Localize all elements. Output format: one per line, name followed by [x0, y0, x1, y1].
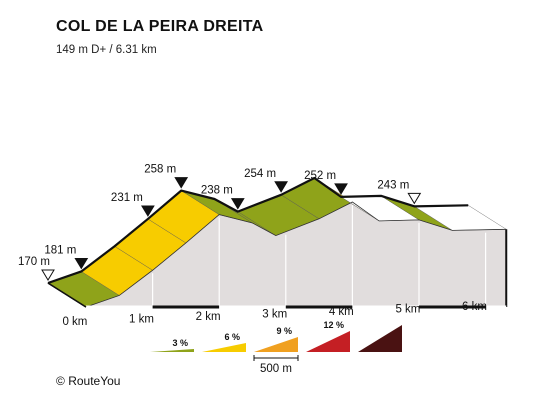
profile-side-face [86, 202, 507, 307]
elevation-marker-triangle [407, 192, 422, 205]
legend-label: 3 % [172, 338, 188, 348]
elevation-label: 170 m [18, 256, 50, 268]
x-tick-label: 1 km [129, 314, 154, 326]
elevation-label: 258 m [144, 164, 176, 176]
x-tick-label: 2 km [196, 311, 221, 323]
baseline-corner [47, 282, 87, 308]
legend-swatch [306, 331, 350, 352]
elevation-marker-triangle [230, 198, 245, 210]
elevation-marker-triangle [334, 183, 348, 195]
elevation-marker-triangle [174, 177, 189, 189]
legend-scale-label: 500 m [260, 363, 292, 375]
x-tick-label: 0 km [62, 316, 87, 328]
legend-label: 12 % [323, 320, 344, 330]
legend-swatch [150, 349, 194, 352]
elevation-marker-triangle [141, 205, 155, 217]
x-tick-label: 5 km [395, 304, 420, 316]
elevation-label: 254 m [244, 168, 276, 180]
profile-outline [47, 176, 507, 309]
x-axis-labels: 0 km 1 km 2 km 3 km 4 km 5 km 6 km [62, 301, 487, 328]
elevation-label: 181 m [44, 244, 76, 256]
legend-swatch [202, 343, 246, 352]
legend-label: 9 % [276, 326, 292, 336]
chart-subtitle: 149 m D+ / 6.31 km [56, 44, 157, 56]
elevation-label: 252 m [304, 170, 336, 182]
elevation-label: 231 m [111, 192, 143, 204]
legend-label: 6 % [224, 332, 240, 342]
legend-swatch [358, 325, 402, 352]
chart-title: COL DE LA PEIRA DREITA [56, 18, 264, 35]
elevation-marker-triangle [41, 269, 55, 281]
legend-swatch [254, 337, 298, 352]
distance-gridlines [152, 205, 487, 307]
profile-front-line [47, 176, 469, 285]
copyright-icon: © [56, 374, 65, 388]
x-tick-label: 4 km [329, 306, 354, 318]
x-tick-label: 6 km [462, 301, 487, 313]
credit-label: RouteYou [68, 374, 121, 388]
gradient-legend: 3 % 6 % 9 % 12 % 500 m [150, 320, 402, 375]
x-tick-label: 3 km [262, 309, 287, 321]
profile-back-line [85, 201, 507, 308]
credit-line: © RouteYou [56, 374, 120, 388]
elevation-marker-triangle [74, 257, 89, 270]
elevation-label: 238 m [201, 185, 233, 197]
elevation-marker-triangle [274, 181, 288, 193]
elevation-label: 243 m [377, 179, 409, 191]
